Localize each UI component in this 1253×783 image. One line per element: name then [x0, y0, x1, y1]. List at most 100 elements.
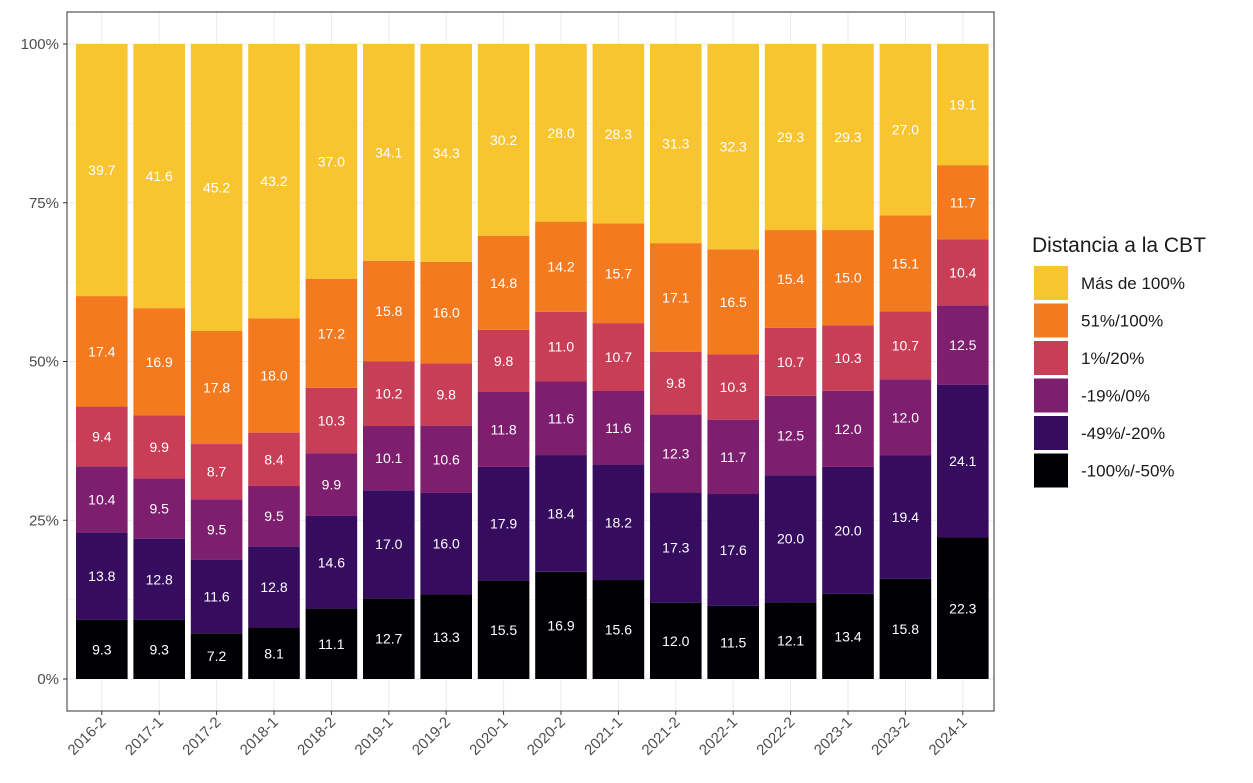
bar-segment [937, 239, 989, 306]
x-tick-label: 2019-2 [409, 714, 454, 759]
x-tick-label: 2020-1 [466, 714, 511, 759]
bar-value-label: 13.8 [88, 568, 115, 584]
bar-segment [822, 390, 874, 467]
bar-value-label: 17.0 [375, 536, 402, 552]
bar-value-label: 10.3 [834, 350, 861, 366]
bar-value-label: 17.6 [720, 542, 747, 558]
bar-value-label: 16.9 [146, 354, 173, 370]
bar-segment [707, 354, 759, 420]
bar-segment [650, 414, 702, 493]
bar-value-label: 17.1 [662, 290, 689, 306]
bar-value-label: 9.5 [207, 521, 227, 537]
bar-segment [305, 387, 358, 454]
x-tick-label: 2018-1 [237, 714, 282, 759]
y-tick-label: 50% [29, 354, 59, 371]
bar-segment [363, 361, 415, 427]
bar-segment [248, 432, 300, 486]
bar-value-label: 9.9 [149, 439, 169, 455]
bar-value-label: 15.0 [834, 270, 861, 286]
bar-value-label: 39.7 [88, 162, 115, 178]
bar-value-label: 18.2 [605, 514, 632, 530]
bar-segment [707, 419, 759, 495]
bar-segment [592, 580, 645, 679]
bar-value-label: 11.6 [605, 420, 631, 436]
bar-segment [937, 305, 989, 385]
bar-segment [937, 537, 989, 679]
bar-segment [363, 260, 415, 362]
bar-segment [248, 318, 300, 433]
legend: Distancia a la CBT Más de 100% 51%/100% 1%… [1032, 234, 1206, 488]
bar-segment [190, 44, 243, 332]
bar-segment [535, 221, 587, 312]
bar-segment [190, 499, 243, 560]
x-tick-label: 2021-2 [639, 714, 684, 759]
legend-key [1034, 303, 1068, 338]
bar-value-label: 45.2 [203, 180, 230, 196]
x-tick-label: 2017-2 [179, 714, 224, 759]
bar-value-label: 14.6 [318, 554, 345, 570]
legend-key [1034, 416, 1068, 450]
bar-value-label: 41.6 [146, 168, 173, 184]
bar-segment [305, 453, 358, 516]
bar-value-label: 12.0 [662, 633, 689, 649]
bar-segment [879, 455, 932, 579]
bar-segment [363, 598, 415, 679]
bar-segment [764, 327, 817, 396]
legend-label: -100%/-50% [1081, 462, 1175, 481]
bar-value-label: 11.5 [720, 634, 746, 650]
bar-value-label: 9.3 [92, 641, 112, 657]
bar-segment [420, 594, 472, 679]
x-tick-label: 2017-1 [122, 714, 167, 759]
bar-segment [420, 363, 472, 426]
bar-segment [363, 490, 415, 599]
bar-segment [76, 619, 128, 679]
bar-value-label: 18.0 [260, 367, 287, 383]
bar-segment [764, 602, 817, 679]
bar-segment [420, 425, 472, 493]
bar-segment [305, 515, 358, 609]
bar-segment [707, 44, 759, 250]
bar-value-label: 12.8 [146, 571, 173, 587]
bar-value-label: 15.6 [605, 622, 632, 638]
bar-value-label: 16.0 [433, 305, 460, 321]
y-tick-label: 25% [29, 512, 59, 529]
bar-segment [879, 379, 932, 456]
bar-segment [937, 165, 989, 240]
bar-segment [879, 215, 932, 312]
bar-segment [764, 395, 817, 476]
legend-label: 51%/100% [1081, 312, 1163, 331]
bar-segment [133, 538, 185, 620]
bar-value-label: 34.1 [375, 144, 402, 160]
bar-segment [76, 296, 128, 407]
bar-value-label: 20.0 [834, 522, 861, 538]
bar-value-label: 11.7 [720, 449, 746, 465]
legend-label: -49%/-20% [1081, 424, 1165, 443]
bar-value-label: 17.9 [490, 516, 517, 532]
bar-value-label: 10.3 [318, 412, 345, 428]
bar-value-label: 9.5 [149, 501, 169, 517]
bar-segment [650, 602, 702, 679]
bar-value-label: 11.6 [548, 410, 574, 426]
y-tick-label: 100% [21, 36, 59, 53]
legend-key [1034, 341, 1068, 375]
bar-value-label: 14.8 [490, 275, 517, 291]
bar-segment [822, 593, 874, 679]
bar-segment [650, 492, 702, 603]
bar-segment [248, 44, 300, 319]
y-tick-label: 0% [37, 671, 59, 688]
bar-segment [190, 331, 243, 445]
bar-segment [707, 249, 759, 355]
bar-segment [650, 44, 702, 244]
bar-value-label: 9.9 [322, 477, 342, 493]
bar-value-label: 17.3 [662, 540, 689, 556]
bar-value-label: 12.3 [662, 445, 689, 461]
bar-value-label: 14.2 [547, 259, 574, 275]
bar-segment [477, 235, 530, 330]
bar-segment [248, 627, 300, 679]
bar-value-label: 10.4 [88, 491, 115, 507]
bar-segment [707, 605, 759, 679]
x-tick-label: 2023-1 [811, 714, 856, 759]
bar-value-label: 10.7 [777, 354, 804, 370]
bar-segment [535, 455, 587, 572]
bar-segment [477, 466, 530, 581]
